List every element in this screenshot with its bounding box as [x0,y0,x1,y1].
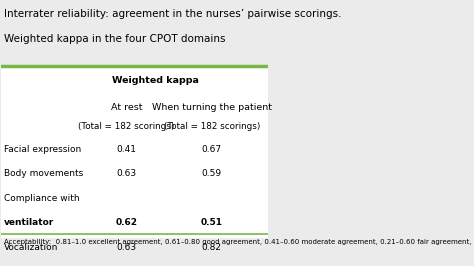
Text: 0.41: 0.41 [117,145,137,154]
Text: Body movements: Body movements [4,169,83,178]
Text: ventilator: ventilator [4,218,55,227]
Text: 0.63: 0.63 [117,169,137,178]
Text: 0.82: 0.82 [202,243,222,252]
Text: 0.51: 0.51 [201,218,223,227]
Text: Acceptability:  0.81–1.0 excellent agreement, 0.61–0.80 good agreement, 0.41–0.6: Acceptability: 0.81–1.0 excellent agreem… [4,238,474,245]
Text: 0.67: 0.67 [202,145,222,154]
FancyBboxPatch shape [1,66,268,238]
Text: Compliance with: Compliance with [4,194,80,203]
Text: Facial expression: Facial expression [4,145,82,154]
Text: (Total = 182 scorings): (Total = 182 scorings) [78,122,175,131]
Text: Interrater reliability: agreement in the nurses’ pairwise scorings.: Interrater reliability: agreement in the… [4,9,342,19]
Text: 0.62: 0.62 [116,218,137,227]
Text: (Total = 182 scorings): (Total = 182 scorings) [164,122,260,131]
Text: 0.59: 0.59 [202,169,222,178]
Text: At rest: At rest [111,103,142,112]
Text: When turning the patient: When turning the patient [152,103,272,112]
Text: Weighted kappa: Weighted kappa [112,76,200,85]
Text: Weighted kappa in the four CPOT domains: Weighted kappa in the four CPOT domains [4,34,226,44]
Text: Vocalization: Vocalization [4,243,58,252]
Text: 0.63: 0.63 [117,243,137,252]
